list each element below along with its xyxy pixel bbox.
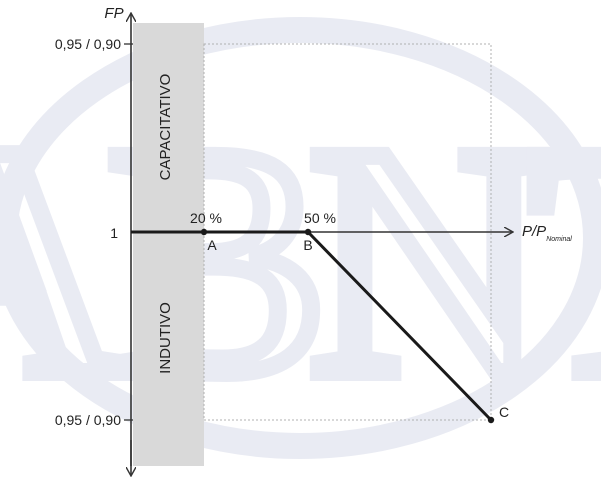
- y-axis-title: FP: [104, 5, 123, 22]
- x-axis-title-sub: Nominal: [546, 236, 572, 243]
- x-axis-title: P/PNominal: [522, 223, 572, 243]
- y-tick-label-mid: 1: [110, 225, 118, 241]
- y-tick-label-bottom: 0,95 / 0,90: [55, 412, 121, 428]
- watermark-ring: [0, 17, 601, 459]
- abnt-watermark-logo: ABNT: [0, 17, 601, 459]
- point-c-label: C: [499, 404, 509, 420]
- watermark-letters: ABNT: [0, 79, 601, 444]
- point-c-marker: [487, 416, 495, 424]
- point-b-percent: 50 %: [304, 210, 336, 226]
- point-b-marker: [304, 228, 312, 236]
- point-a-marker: [200, 228, 208, 236]
- fp-curve: [131, 230, 493, 422]
- zone-label-lower: INDUTIVO: [157, 302, 174, 374]
- zone-band: [133, 23, 204, 466]
- x-axis-title-main: P/P: [522, 223, 546, 240]
- point-b-label: B: [303, 237, 312, 253]
- point-a-percent: 20 %: [190, 210, 222, 226]
- point-a-label: A: [207, 237, 217, 253]
- y-tick-label-top: 0,95 / 0,90: [55, 36, 121, 52]
- zone-label-upper: CAPACITATIVO: [157, 74, 174, 181]
